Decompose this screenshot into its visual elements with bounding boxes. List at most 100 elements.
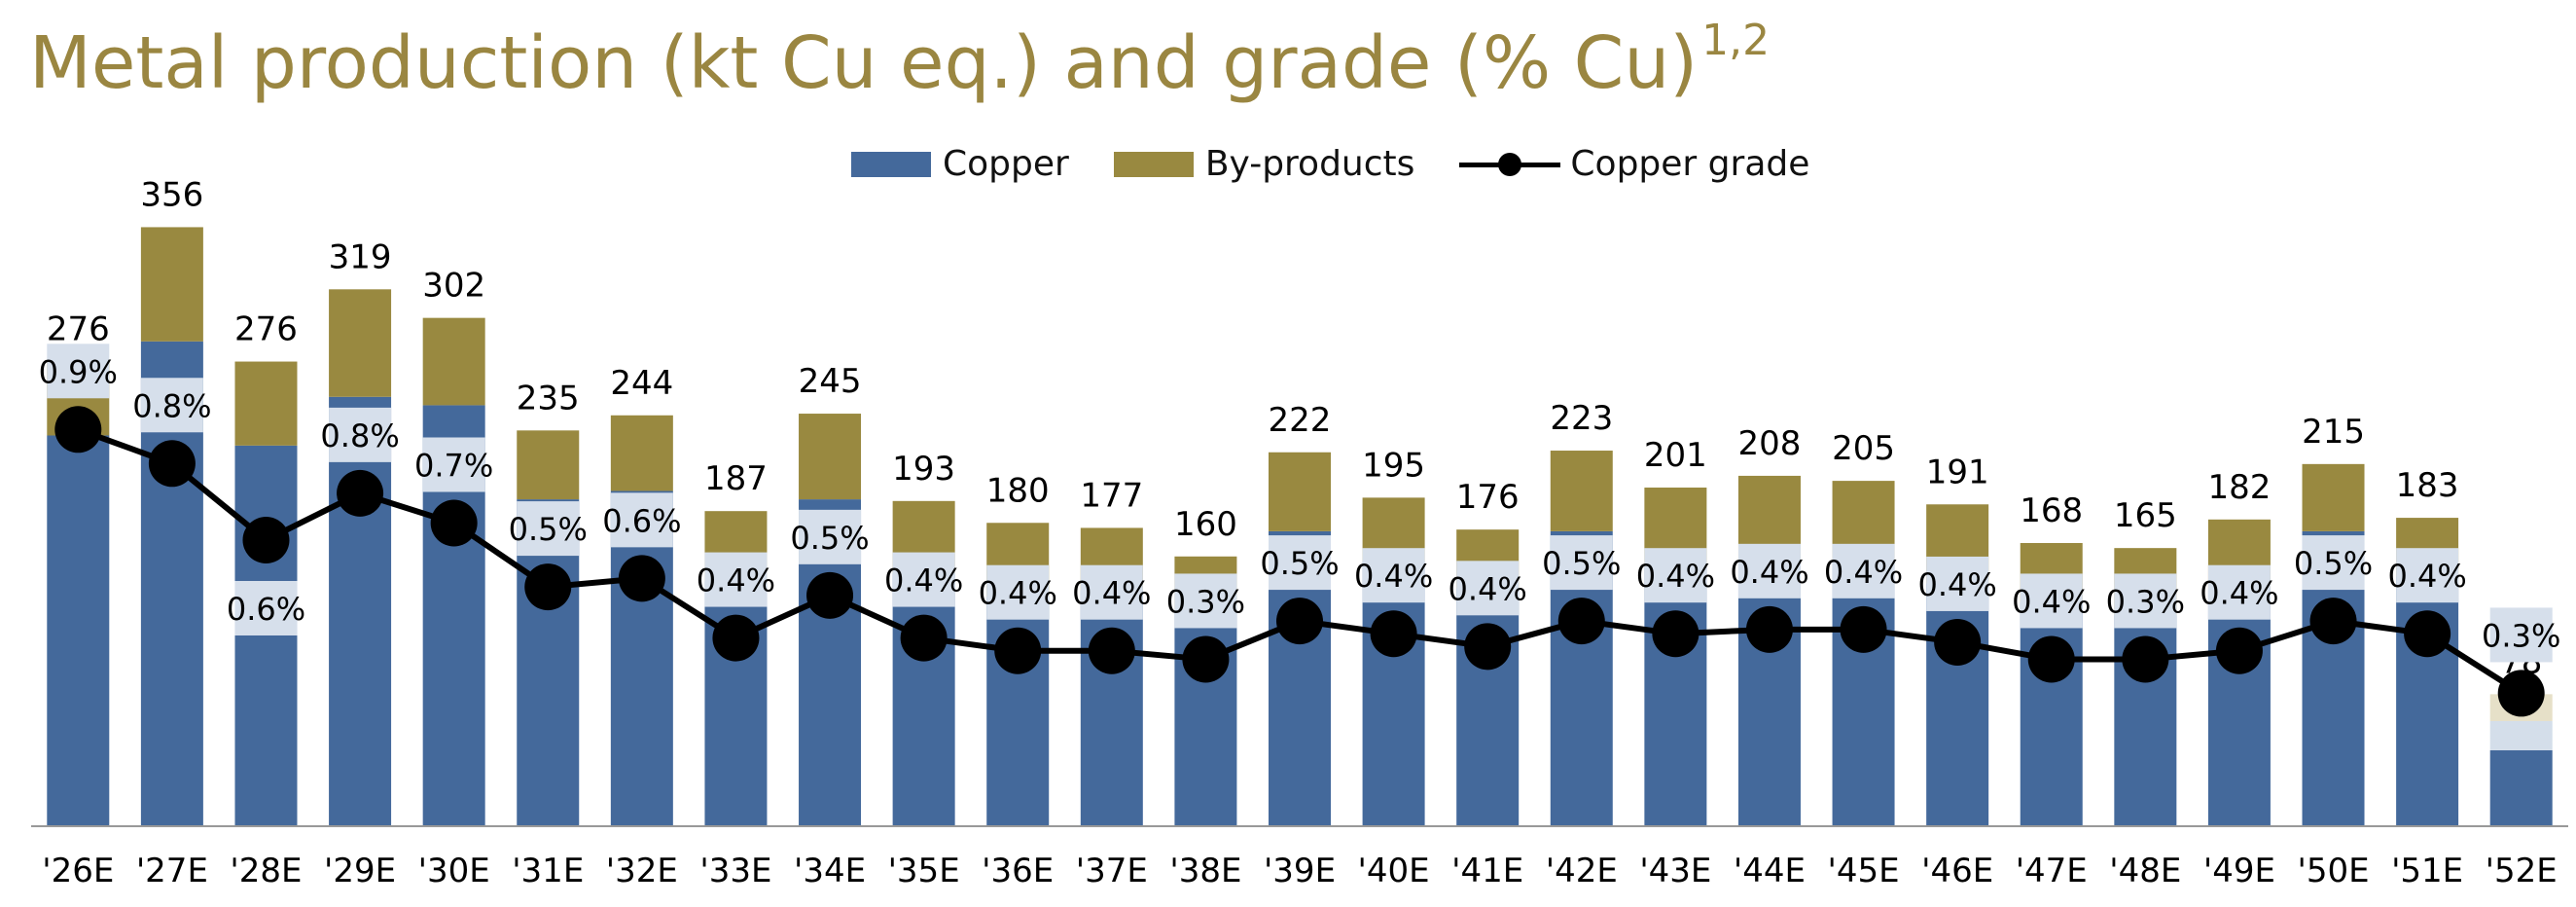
- grade-label-7: 0.4%: [697, 562, 775, 599]
- x-tick-label-17: '43E: [1639, 852, 1711, 890]
- grade-label-bg-12: [1174, 573, 1237, 629]
- grade-marker-24: [2309, 598, 2357, 645]
- grade-label-3: 0.8%: [320, 417, 399, 454]
- bar-copper-11: [1080, 590, 1143, 825]
- bar-copper-21: [2020, 601, 2083, 825]
- bar-total-label-15: 176: [1456, 478, 1520, 517]
- bar-by-products-1: [140, 227, 203, 342]
- legend-label-by-products: By-products: [1204, 144, 1415, 184]
- grade-label-18: 0.4%: [1730, 554, 1808, 591]
- bar-copper-0: [47, 435, 110, 825]
- grade-label-22: 0.3%: [2106, 583, 2185, 620]
- grade-label-bg-21: [2020, 573, 2083, 629]
- grade-marker-7: [712, 614, 760, 662]
- legend-swatch-copper: [851, 151, 931, 177]
- grade-marker-1: [148, 440, 196, 488]
- grade-label-11: 0.4%: [1072, 575, 1151, 612]
- grade-label-bg-11: [1080, 564, 1143, 620]
- grade-label-bg-22: [2114, 573, 2177, 629]
- grade-label-0: 0.9%: [39, 353, 118, 390]
- x-tick-label-1: '27E: [136, 852, 208, 890]
- bar-total-label-24: 215: [2302, 413, 2365, 452]
- legend-swatch-by-products: [1113, 151, 1194, 177]
- x-tick-label-7: '33E: [699, 852, 771, 890]
- grade-label-bg-26: [2489, 607, 2553, 663]
- grade-label-bg-16: [1550, 535, 1613, 591]
- grade-label-bg-2: [234, 580, 298, 635]
- legend-item-copper: Copper: [851, 144, 1069, 184]
- grade-label-bg-0: [47, 344, 110, 399]
- grade-label-19: 0.4%: [1824, 554, 1903, 591]
- grade-label-16: 0.5%: [1542, 545, 1621, 582]
- grade-label-21: 0.4%: [2012, 583, 2091, 620]
- grade-marker-26: [2497, 670, 2545, 717]
- chart-title-footnote: 1,2: [1701, 16, 1771, 65]
- grade-marker-6: [618, 555, 665, 602]
- x-tick-label-20: '46E: [1921, 852, 1993, 890]
- bar-total-label-2: 276: [234, 310, 298, 349]
- bar-by-products-5: [517, 430, 580, 500]
- bar-copper-14: [1362, 561, 1425, 825]
- grade-label-1: 0.8%: [132, 387, 211, 424]
- bar-total-label-7: 187: [704, 459, 768, 498]
- bar-by-products-4: [422, 317, 485, 406]
- grade-label-bg-4: [422, 437, 485, 492]
- grade-marker-22: [2122, 635, 2169, 683]
- grade-label-23: 0.4%: [2200, 575, 2278, 612]
- bar-total-label-25: 183: [2396, 466, 2459, 505]
- grade-marker-15: [1464, 623, 1512, 671]
- x-tick-label-9: '35E: [888, 852, 960, 890]
- x-tick-label-24: '50E: [2297, 852, 2369, 890]
- bar-total-label-12: 160: [1174, 505, 1237, 544]
- bar-total-label-4: 302: [422, 267, 485, 306]
- grade-label-20: 0.4%: [1917, 566, 1996, 603]
- bar-copper-23: [2207, 588, 2271, 825]
- bar-by-products-8: [799, 414, 862, 500]
- grade-label-bg-13: [1269, 535, 1331, 591]
- grade-marker-8: [806, 571, 854, 619]
- bar-total-label-16: 223: [1550, 399, 1613, 438]
- legend-swatch-copper-grade: [1459, 152, 1561, 177]
- x-tick-label-2: '28E: [230, 852, 302, 890]
- grade-label-bg-23: [2207, 564, 2271, 620]
- grade-marker-5: [524, 563, 572, 611]
- grade-label-bg-5: [517, 501, 580, 557]
- bar-total-label-11: 177: [1080, 476, 1143, 515]
- legend-item-by-products: By-products: [1113, 144, 1415, 184]
- bar-total-label-19: 205: [1832, 429, 1895, 468]
- bar-total-label-20: 191: [1926, 453, 1989, 491]
- bar-total-label-8: 245: [799, 362, 862, 401]
- grade-label-26: 0.3%: [2482, 617, 2560, 654]
- bar-copper-26: [2489, 749, 2553, 825]
- x-tick-label-11: '37E: [1076, 852, 1148, 890]
- bar-total-label-17: 201: [1644, 436, 1707, 475]
- bar-total-label-21: 168: [2020, 491, 2083, 530]
- bar-by-products-24: [2302, 463, 2365, 531]
- grade-marker-9: [900, 614, 948, 662]
- grade-label-bg-15: [1456, 561, 1520, 616]
- x-tick-label-18: '44E: [1734, 852, 1806, 890]
- grade-label-bg-25: [2396, 548, 2459, 603]
- grade-marker-21: [2027, 635, 2075, 683]
- x-tick-label-0: '26E: [42, 852, 114, 890]
- x-tick-label-14: '40E: [1358, 852, 1430, 890]
- grade-label-9: 0.4%: [884, 562, 963, 599]
- grade-marker-17: [1652, 610, 1699, 658]
- grade-marker-2: [242, 516, 290, 563]
- grade-marker-16: [1557, 598, 1605, 645]
- grade-label-2: 0.6%: [227, 591, 305, 628]
- x-tick-label-10: '36E: [982, 852, 1054, 890]
- grade-label-24: 0.5%: [2294, 545, 2373, 582]
- bar-copper-19: [1832, 561, 1895, 825]
- grade-label-bg-7: [704, 552, 768, 607]
- grade-marker-12: [1182, 635, 1230, 683]
- bar-by-products-16: [1550, 451, 1613, 531]
- bar-by-products-13: [1269, 452, 1331, 531]
- x-tick-label-22: '48E: [2109, 852, 2181, 890]
- legend-label-copper: Copper: [943, 144, 1069, 184]
- grade-label-4: 0.7%: [414, 447, 493, 484]
- bar-total-label-6: 244: [610, 364, 673, 403]
- x-tick-label-5: '31E: [512, 852, 584, 890]
- x-tick-label-4: '30E: [418, 852, 490, 890]
- bar-total-label-9: 193: [892, 450, 955, 489]
